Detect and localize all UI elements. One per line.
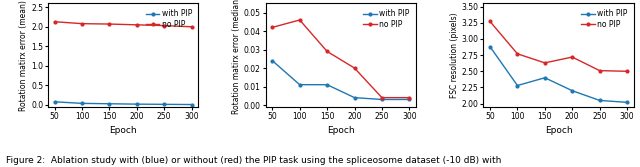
Y-axis label: Rotation matirx error (mean): Rotation matirx error (mean) (19, 0, 28, 111)
no PIP (568, 56, 576, 58)
no PIP (351, 67, 358, 69)
with PIP (51, 101, 58, 103)
with PIP (188, 104, 195, 106)
no PIP (188, 26, 195, 28)
with PIP (323, 84, 331, 86)
with PIP (568, 90, 576, 92)
Line: no PIP: no PIP (53, 20, 193, 28)
Y-axis label: Rotation matirx error (median): Rotation matirx error (median) (232, 0, 241, 114)
Text: Figure 2:  Ablation study with (blue) or without (red) the PIP task using the sp: Figure 2: Ablation study with (blue) or … (6, 156, 502, 165)
with PIP (351, 97, 358, 99)
with PIP (268, 60, 276, 62)
with PIP (78, 102, 86, 104)
with PIP (486, 46, 494, 48)
with PIP (623, 101, 631, 103)
Line: no PIP: no PIP (271, 19, 411, 99)
Legend: with PIP, no PIP: with PIP, no PIP (579, 7, 630, 31)
Line: with PIP: with PIP (53, 100, 193, 106)
with PIP (513, 85, 521, 87)
no PIP (78, 23, 86, 25)
Legend: with PIP, no PIP: with PIP, no PIP (143, 7, 195, 31)
with PIP (596, 99, 604, 101)
X-axis label: Epoch: Epoch (109, 126, 137, 135)
with PIP (541, 77, 548, 79)
X-axis label: Epoch: Epoch (327, 126, 355, 135)
no PIP (161, 25, 168, 27)
with PIP (378, 99, 386, 101)
no PIP (51, 21, 58, 23)
Line: no PIP: no PIP (488, 20, 628, 73)
Line: with PIP: with PIP (488, 45, 628, 104)
no PIP (541, 62, 548, 64)
no PIP (378, 97, 386, 99)
no PIP (296, 19, 303, 21)
no PIP (323, 50, 331, 52)
no PIP (406, 97, 413, 99)
no PIP (513, 53, 521, 55)
no PIP (268, 26, 276, 28)
no PIP (596, 70, 604, 72)
with PIP (133, 103, 141, 105)
Legend: with PIP, no PIP: with PIP, no PIP (361, 7, 412, 31)
Line: with PIP: with PIP (271, 59, 411, 101)
no PIP (486, 21, 494, 23)
with PIP (106, 103, 113, 105)
with PIP (406, 99, 413, 101)
Y-axis label: FSC resolution (pixels): FSC resolution (pixels) (450, 12, 459, 98)
no PIP (106, 23, 113, 25)
no PIP (133, 24, 141, 26)
X-axis label: Epoch: Epoch (545, 126, 572, 135)
with PIP (296, 84, 303, 86)
with PIP (161, 103, 168, 105)
no PIP (623, 70, 631, 72)
